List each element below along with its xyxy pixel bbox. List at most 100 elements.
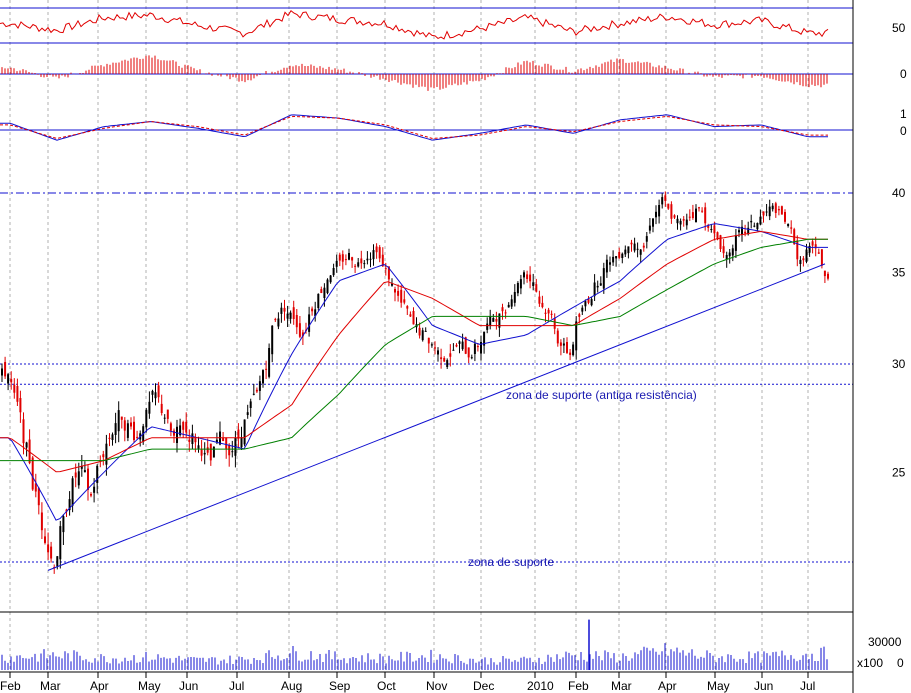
osc2-signal-line xyxy=(0,115,828,140)
candle-body xyxy=(369,258,372,260)
time-axis: Feb Mar Apr May Jun Jul Aug Sep Oct Nov Dec 2010 Feb… xyxy=(0,672,815,693)
time-label-feb-12: Feb xyxy=(568,679,589,693)
candle-body xyxy=(154,392,157,399)
candle-body xyxy=(572,344,575,356)
candle-body xyxy=(10,379,13,383)
candle-body xyxy=(255,389,258,392)
candle-body xyxy=(547,309,550,314)
candle-body xyxy=(222,437,225,441)
candle-body xyxy=(56,556,59,567)
candle-body xyxy=(464,337,467,354)
candle-body xyxy=(774,203,777,213)
candle-body xyxy=(544,312,547,314)
candle-body xyxy=(762,211,765,216)
candle-body xyxy=(176,426,178,443)
candle-body xyxy=(596,285,599,288)
candle-body xyxy=(461,341,464,350)
candle-body xyxy=(777,209,780,211)
candle-body xyxy=(378,247,381,259)
candle-body xyxy=(105,443,108,465)
candle-body xyxy=(704,207,707,224)
candle-body xyxy=(814,244,817,249)
candle-body xyxy=(182,422,185,430)
candle-body xyxy=(553,318,556,329)
candle-body xyxy=(787,224,790,226)
candle-body xyxy=(636,248,639,250)
candle-body xyxy=(799,259,802,264)
candle-body xyxy=(470,357,473,359)
candle-body xyxy=(808,245,811,253)
candle-body xyxy=(421,330,424,341)
candle-body xyxy=(173,430,175,436)
histogram-panel xyxy=(0,55,853,91)
time-label-jun-16: Jun xyxy=(754,679,773,693)
candle-body xyxy=(87,468,89,490)
candle-body xyxy=(406,306,409,309)
candle-body xyxy=(738,230,740,233)
candle-body xyxy=(480,342,482,354)
candle-body xyxy=(710,229,713,230)
candle-body xyxy=(212,446,215,458)
candle-body xyxy=(587,299,590,303)
annotation-old-resistance-support: zona de suporte (antiga resistência) xyxy=(506,388,697,402)
candle-body xyxy=(231,451,234,453)
candle-body xyxy=(559,342,562,346)
candle-body xyxy=(817,252,820,254)
candle-body xyxy=(691,212,694,218)
candle-body xyxy=(823,270,826,277)
candle-body xyxy=(759,216,762,225)
candle-body xyxy=(384,268,387,270)
candle-body xyxy=(765,211,768,213)
candle-body xyxy=(670,204,673,219)
candle-body xyxy=(685,219,688,226)
vertical-gridlines xyxy=(9,0,809,672)
candle-body xyxy=(151,390,154,395)
candle-body xyxy=(458,341,461,344)
candle-body xyxy=(397,290,400,296)
candle-body xyxy=(19,398,22,413)
candle-body xyxy=(93,486,96,493)
time-label-aug-6: Aug xyxy=(281,679,302,693)
candle-body xyxy=(590,299,593,306)
candle-body xyxy=(320,289,323,293)
candle-body xyxy=(228,445,231,456)
candle-body xyxy=(796,240,799,260)
candle-body xyxy=(357,262,360,267)
candle-body xyxy=(237,429,240,439)
candle-body xyxy=(713,225,716,234)
time-label-jul-17: Jul xyxy=(800,679,815,693)
candle-body xyxy=(532,282,535,286)
candle-body xyxy=(268,348,271,377)
candle-body xyxy=(556,330,559,344)
candle-body xyxy=(68,499,71,511)
candle-body xyxy=(197,445,200,449)
candle-body xyxy=(621,253,624,258)
candle-body xyxy=(516,283,519,294)
candle-body xyxy=(387,266,390,280)
candle-body xyxy=(513,292,516,303)
candle-body xyxy=(243,419,246,445)
osc1-line xyxy=(0,9,829,40)
candle-body xyxy=(427,337,430,344)
candle-body xyxy=(648,225,651,231)
candle-body xyxy=(707,225,710,228)
candle-body xyxy=(661,197,664,205)
candle-body xyxy=(605,259,608,273)
oscillator-panel-1 xyxy=(0,7,853,44)
candle-body xyxy=(71,478,74,506)
candle-body xyxy=(449,353,452,357)
candle-body xyxy=(734,235,737,251)
osc2-line xyxy=(0,114,828,141)
candle-body xyxy=(584,301,587,307)
candle-body xyxy=(123,420,126,431)
time-label-oct-8: Oct xyxy=(377,679,396,693)
candle-body xyxy=(578,314,581,317)
candle-body xyxy=(209,443,212,461)
candle-body xyxy=(633,243,636,251)
candle-body xyxy=(768,206,771,217)
candle-body xyxy=(805,249,808,262)
candle-body xyxy=(507,304,510,308)
candle-body xyxy=(501,307,504,312)
time-label-2010-11: 2010 xyxy=(527,679,554,693)
candle-body xyxy=(351,257,354,261)
